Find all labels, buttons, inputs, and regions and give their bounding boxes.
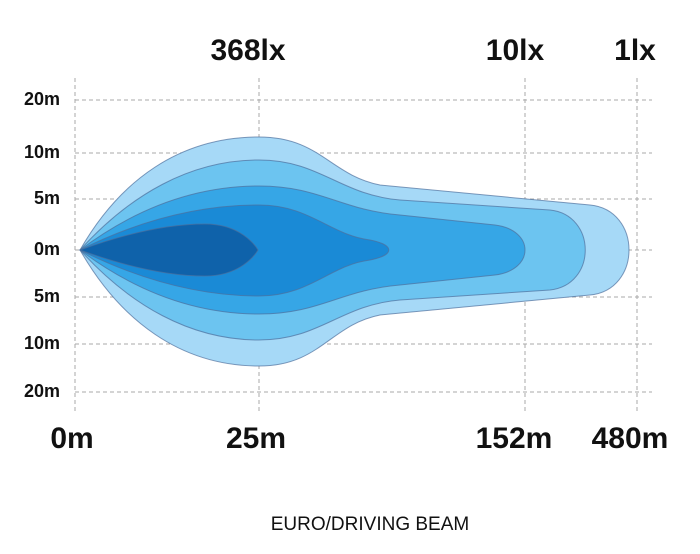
distance-label: 152m — [476, 422, 553, 455]
lux-label: 368lx — [210, 34, 285, 67]
lux-label: 10lx — [486, 34, 545, 67]
width-label: 20m — [24, 381, 60, 401]
width-label: 20m — [24, 89, 60, 109]
width-label: 10m — [24, 333, 60, 353]
width-label: 0m — [34, 239, 60, 259]
distance-label: 0m — [50, 422, 93, 455]
lux-label: 1lx — [614, 34, 656, 67]
beam — [78, 136, 630, 367]
width-label: 5m — [34, 286, 60, 306]
distance-label: 480m — [592, 422, 669, 455]
distance-label: 25m — [226, 422, 286, 455]
diagram-title: EURO/DRIVING BEAM — [271, 514, 469, 535]
beam-zone — [78, 223, 259, 277]
width-label: 10m — [24, 142, 60, 162]
width-label: 5m — [34, 188, 60, 208]
